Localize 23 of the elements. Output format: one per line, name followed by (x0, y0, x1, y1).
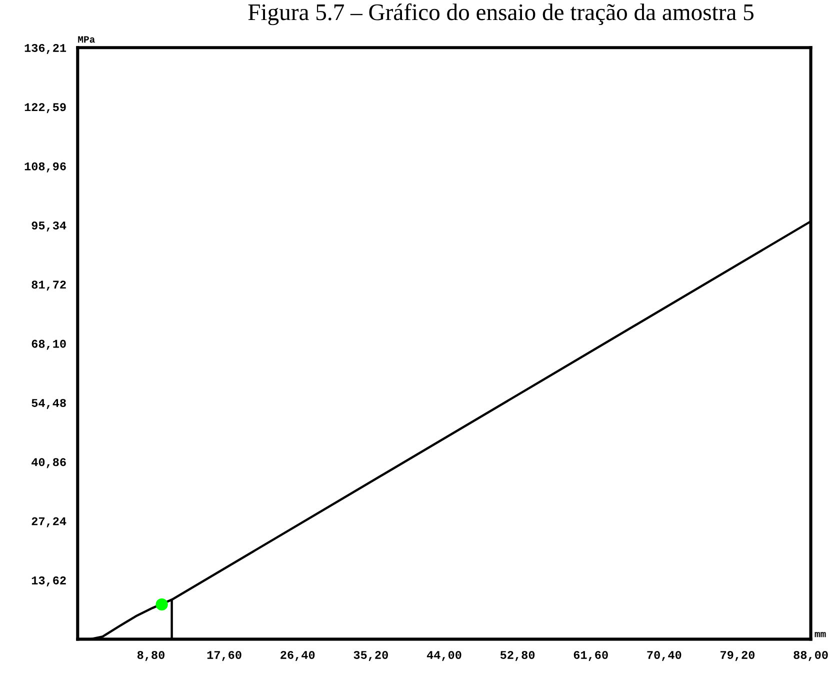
x-tick-label: 8,80 (137, 650, 164, 661)
x-tick-label: 26,40 (280, 650, 315, 661)
x-tick-label: 52,80 (500, 650, 535, 661)
y-tick-label: 108,96 (24, 162, 66, 172)
y-tick-label: 13,62 (32, 576, 66, 586)
x-tick-label: 79,20 (720, 650, 754, 661)
y-tick-label: 95,34 (32, 221, 66, 232)
x-tick-label: 88,00 (794, 650, 828, 661)
y-axis-title: MPa (78, 36, 95, 43)
x-tick-label: 44,00 (426, 650, 462, 661)
y-tick-label: 81,72 (32, 280, 66, 291)
x-tick-label: 35,20 (354, 650, 388, 661)
y-tick-label: 136,21 (24, 44, 66, 54)
x-tick-label: 70,40 (647, 650, 682, 661)
x-axis-title: mm (814, 632, 826, 638)
x-tick-label: 61,60 (574, 650, 608, 661)
y-tick-label: 27,24 (32, 517, 66, 528)
y-tick-label: 54,48 (32, 398, 66, 409)
chart-title: Figura 5.7 – Gráfico do ensaio de tração da amostra 5 (248, 3, 754, 26)
y-tick-label: 122,59 (24, 103, 66, 114)
y-tick-label: 68,10 (32, 340, 66, 350)
x-tick-label: 17,60 (207, 650, 242, 661)
y-tick-label: 40,86 (32, 458, 66, 468)
